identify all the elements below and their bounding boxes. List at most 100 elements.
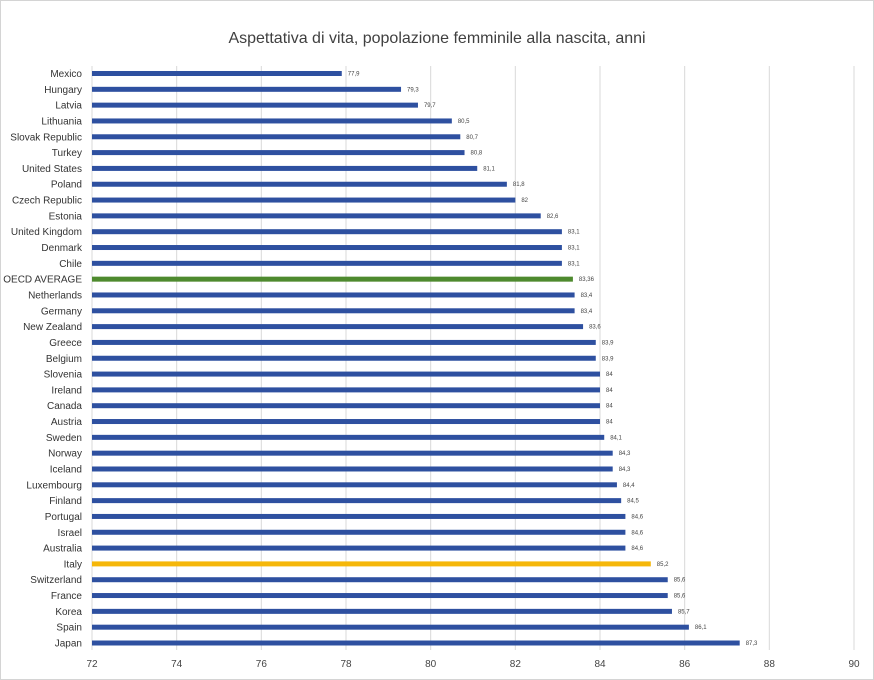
bar-belgium [92,355,596,361]
value-label-israel: 84,6 [631,530,643,536]
value-label-switzerland: 85,6 [674,578,686,584]
value-label-united-kingdom: 83,1 [568,230,580,236]
bar-denmark [92,245,562,251]
value-label-new-zealand: 83,6 [589,325,601,331]
category-label-slovak-republic: Slovak Republic [10,132,82,143]
bar-korea [92,608,672,614]
category-label-canada: Canada [47,401,82,412]
bar-lithuania [92,118,452,124]
category-label-united-states: United States [22,164,82,175]
value-label-belgium: 83,9 [602,356,614,362]
x-tick-88: 88 [764,659,776,670]
value-labels: 77,9 79,3 79,7 80,5 80,7 80,8 81,1 81,8 82 82,6 83… [348,72,758,648]
x-tick-82: 82 [510,659,522,670]
value-label-united-states: 81,1 [483,166,495,172]
category-label-new-zealand: New Zealand [23,322,82,333]
x-tick-labels: 72 74 76 78 80 82 84 86 88 90 [86,659,860,670]
value-label-turkey: 80,8 [471,151,483,157]
value-label-slovenia: 84 [606,372,613,378]
category-label-italy: Italy [64,559,82,570]
bar-portugal [92,513,626,519]
value-label-lithuania: 80,5 [458,119,470,125]
bar-japan [92,640,740,646]
value-label-mexico: 77,9 [348,72,360,78]
value-label-netherlands: 83,4 [581,293,593,299]
bar-mexico [92,71,342,76]
category-label-latvia: Latvia [55,101,82,112]
category-label-switzerland: Switzerland [30,575,82,586]
bar-poland [92,181,507,187]
category-label-austria: Austria [51,417,83,428]
category-label-iceland: Iceland [50,464,82,475]
value-label-portugal: 84,6 [631,514,643,520]
value-label-australia: 84,6 [631,546,643,552]
category-label-israel: Israel [58,528,82,539]
category-label-luxembourg: Luxembourg [26,480,82,491]
bar-new-zealand [92,324,584,330]
category-label-korea: Korea [55,607,82,618]
category-label-belgium: Belgium [46,354,82,365]
x-tick-86: 86 [679,659,691,670]
value-label-poland: 81,8 [513,182,525,188]
bar-france [92,593,668,599]
category-label-sweden: Sweden [46,433,82,444]
value-label-estonia: 82,6 [547,214,559,220]
x-tick-80: 80 [425,659,437,670]
value-label-japan: 87,3 [746,641,758,647]
bar-canada [92,403,600,409]
bar-czech-republic [92,197,516,203]
category-label-united-kingdom: United Kingdom [11,227,82,238]
value-label-hungary: 79,3 [407,87,419,93]
bar-united-kingdom [92,229,562,235]
x-tick-90: 90 [848,659,860,670]
x-tick-84: 84 [594,659,606,670]
category-label-lithuania: Lithuania [41,116,82,127]
category-label-hungary: Hungary [44,85,82,96]
category-label-australia: Australia [43,544,82,555]
bar-oecd-average [92,276,573,282]
value-label-sweden: 84,1 [610,435,622,441]
bar-estonia [92,213,541,219]
category-label-chile: Chile [59,259,82,270]
value-label-oecd-average: 83,36 [579,277,595,283]
value-label-czech-republic: 82 [521,198,528,204]
value-label-latvia: 79,7 [424,103,436,109]
bar-germany [92,308,575,314]
category-label-ireland: Ireland [51,385,82,396]
bar-ireland [92,387,600,393]
category-label-slovenia: Slovenia [44,370,83,381]
bar-chile [92,260,562,266]
category-label-greece: Greece [49,338,82,349]
bar-italy [92,561,651,567]
value-label-slovak-republic: 80,7 [466,135,478,141]
x-tick-74: 74 [171,659,183,670]
category-label-norway: Norway [48,449,82,460]
chart-title: Aspettativa di vita, popolazione femmini… [228,30,646,47]
bar-luxembourg [92,482,617,488]
value-label-canada: 84 [606,404,613,410]
bar-switzerland [92,577,668,583]
bar-iceland [92,466,613,472]
bar-slovak-republic [92,134,461,140]
bar-austria [92,419,600,425]
value-label-iceland: 84,3 [619,467,631,473]
bar-finland [92,498,622,504]
value-label-italy: 85,2 [657,562,669,568]
category-label-spain: Spain [56,623,82,634]
bar-greece [92,339,596,345]
bar-netherlands [92,292,575,298]
value-label-germany: 83,4 [581,309,593,315]
category-labels: Mexico Hungary Latvia Lithuania Slovak Repub… [3,69,83,650]
category-label-germany: Germany [41,306,82,317]
category-label-japan: Japan [55,639,82,650]
category-label-denmark: Denmark [41,243,83,254]
bar-turkey [92,150,465,156]
x-tick-76: 76 [256,659,268,670]
value-label-france: 85,6 [674,594,686,600]
category-label-estonia: Estonia [49,211,83,222]
category-label-mexico: Mexico [50,69,82,80]
value-label-ireland: 84 [606,388,613,394]
category-label-portugal: Portugal [45,512,82,523]
value-label-austria: 84 [606,420,613,426]
bar-latvia [92,102,418,108]
